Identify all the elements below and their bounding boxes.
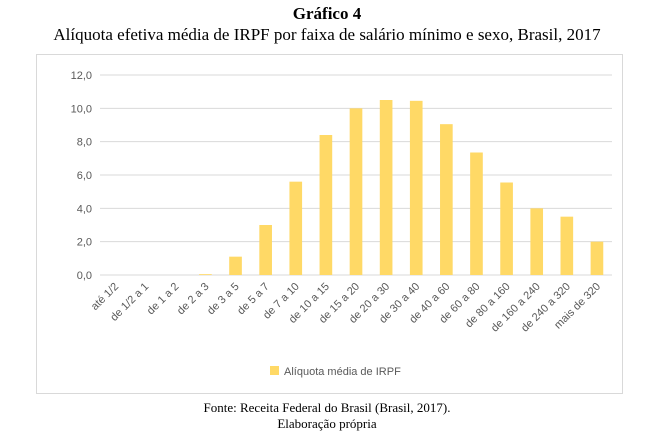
source-note: Fonte: Receita Federal do Brasil (Brasil…	[203, 400, 451, 415]
bar	[289, 181, 303, 275]
x-tick-label: de 2 a 3	[175, 281, 212, 318]
bar	[379, 100, 393, 275]
y-tick-label: 6,0	[77, 170, 92, 182]
bar	[199, 274, 212, 275]
chart-area: 0,0 2,0 4,0 6,0 8,0 10,0 12,0 até 1/2 de 1/2 a 1…	[36, 54, 623, 394]
y-tick-label: 2,0	[77, 237, 92, 249]
bar	[470, 152, 483, 275]
chart-title: Alíquota efetiva média de IRPF por faixa…	[53, 25, 601, 44]
x-tick-label: de 1 a 2	[145, 281, 182, 318]
figure-label: Gráfico 4	[292, 4, 362, 23]
bar	[530, 208, 544, 275]
y-tick-label: 0,0	[77, 270, 92, 282]
y-tick-label: 4,0	[77, 203, 92, 215]
y-tick-label: 8,0	[77, 137, 92, 149]
bar	[259, 225, 272, 275]
bar	[560, 216, 574, 275]
x-tick-label: de 3 a 5	[205, 281, 242, 318]
legend-swatch	[270, 366, 279, 375]
credit-note: Elaboração própria	[277, 416, 377, 431]
bar	[409, 100, 423, 275]
bar	[500, 182, 513, 275]
bar	[349, 108, 363, 275]
y-tick-label: 12,0	[71, 70, 92, 82]
bar	[229, 256, 242, 275]
bar	[440, 124, 453, 276]
legend-label: Alíquota média de IRPF	[284, 366, 401, 378]
bar	[590, 241, 604, 275]
y-tick-label: 10,0	[71, 103, 92, 115]
bar	[319, 135, 333, 275]
